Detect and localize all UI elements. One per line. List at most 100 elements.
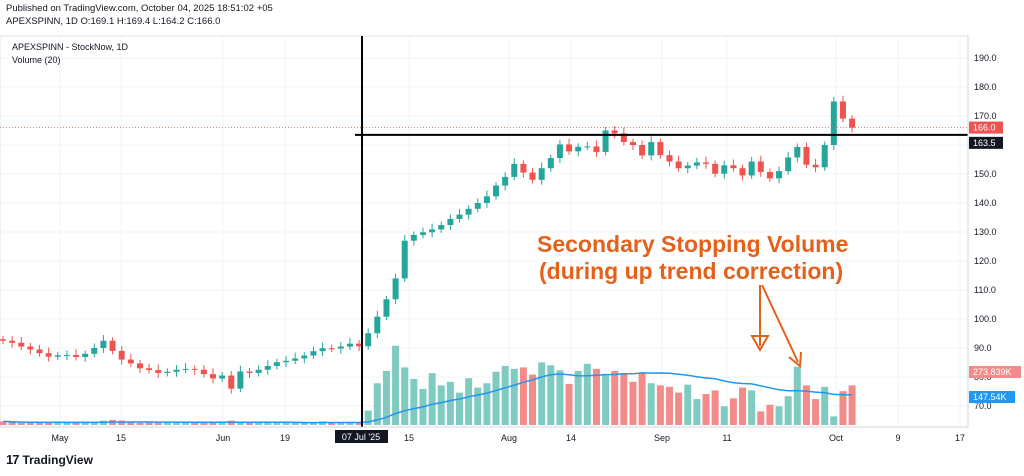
volume-bar: [665, 386, 673, 425]
candle-body: [584, 146, 591, 148]
volume-bar: [182, 422, 190, 425]
candle-body: [438, 225, 445, 230]
volume-bar: [291, 422, 299, 425]
volume-bar: [63, 422, 71, 425]
volume-bar: [218, 422, 226, 425]
candle-body: [693, 162, 700, 166]
volume-bar: [583, 363, 591, 425]
volume-bar: [309, 422, 317, 425]
candle-body: [401, 240, 408, 279]
x-tick-label: 19: [280, 433, 290, 443]
volume-bar: [821, 386, 829, 425]
volume-bar: [711, 390, 719, 425]
y-tick-label: 170.0: [974, 111, 997, 121]
candle-body: [712, 163, 719, 174]
candle-body: [803, 147, 810, 165]
volume-bar: [483, 383, 491, 425]
candle-body: [520, 163, 527, 173]
price-tags: 07 Jul '25 166.0 163.5 273.839K 147.54K: [335, 121, 1021, 443]
candle-body: [666, 155, 673, 162]
volume-bar: [8, 422, 16, 425]
volume-bar: [802, 385, 810, 425]
candle-body: [812, 164, 819, 168]
x-tick-label: 17: [955, 433, 965, 443]
volume-bar: [191, 422, 199, 425]
volume-bar: [264, 422, 272, 425]
candle-body: [538, 168, 545, 180]
volume-bar: [529, 374, 537, 425]
candle-body: [429, 229, 436, 233]
candle-body: [821, 145, 828, 168]
overlay: [0, 36, 968, 427]
volume-bar: [428, 373, 436, 425]
annotation-line-2: (during up trend correction): [539, 258, 844, 284]
candle-body: [173, 369, 180, 372]
candle-body: [757, 161, 764, 172]
level-price-tag-bg: [969, 136, 1003, 149]
volume-bar: [684, 384, 692, 425]
y-tick-label: 150.0: [974, 169, 997, 179]
candle-body: [45, 353, 52, 357]
x-tick-label: 15: [116, 433, 126, 443]
ohlc-header: APEXSPINN, 1D O:169.1 H:169.4 L:164.2 C:…: [6, 16, 221, 27]
candle-body: [703, 162, 710, 164]
volume-bar: [775, 406, 783, 425]
candle-body: [36, 349, 43, 354]
candle-body: [684, 165, 691, 169]
candle-body: [9, 340, 16, 343]
candle-body: [73, 354, 80, 357]
crosshair-time-label: 07 Jul '25: [342, 432, 380, 442]
crosshair-label-bg: [335, 430, 388, 443]
candle-body: [794, 147, 801, 158]
candle-body: [785, 157, 792, 172]
candle-body: [337, 346, 344, 349]
candle-body: [483, 196, 490, 203]
volume-bar: [410, 378, 418, 425]
x-tick-label: Jun: [216, 433, 231, 443]
x-tick-label: 9: [895, 433, 900, 443]
volume-bar: [355, 422, 363, 425]
x-tick-label: Aug: [501, 433, 517, 443]
volume-bar: [346, 422, 354, 425]
candle-body: [228, 375, 235, 389]
candle-body: [127, 359, 134, 364]
volume-bar: [145, 422, 153, 425]
volume-bar: [784, 396, 792, 425]
volume-bar: [246, 422, 254, 425]
volume-bar: [136, 422, 144, 425]
volume-bar: [45, 422, 53, 425]
time-axis: May 15 Jun 19 15 Aug 14 Sep 11 Oct 9 17: [0, 426, 968, 443]
volume-bar: [793, 366, 801, 425]
volume-tag: 273.839K: [973, 367, 1012, 377]
annotation-arrowhead-1: [750, 335, 770, 353]
volume-bar: [611, 371, 619, 425]
candle-body: [721, 165, 728, 174]
candle-body: [374, 316, 381, 334]
candle-body: [447, 218, 454, 226]
volume-tag-bg: [969, 366, 1021, 378]
y-tick-label: 130.0: [974, 227, 997, 237]
volume-bar: [236, 422, 244, 425]
volume-bar: [255, 422, 263, 425]
candle-body: [419, 232, 426, 235]
candle-body: [365, 333, 372, 347]
volume-bar: [17, 422, 25, 425]
last-price-tag-bg: [969, 121, 1003, 134]
candle-body: [639, 145, 646, 156]
volume-bar: [729, 398, 737, 425]
volume-bar: [154, 422, 162, 425]
volume-bar: [501, 365, 509, 425]
candle-body: [511, 163, 518, 177]
candle-body: [54, 355, 61, 357]
volume-bar: [565, 383, 573, 425]
volume-bar: [675, 392, 683, 425]
candle-body: [328, 348, 335, 350]
candle-body: [319, 348, 326, 352]
candle-body: [547, 158, 554, 169]
y-tick-label: 120.0: [974, 256, 997, 266]
candle-body: [556, 144, 563, 159]
volume-bar: [839, 391, 847, 425]
x-tick-label: May: [51, 433, 69, 443]
grid: [0, 35, 969, 428]
